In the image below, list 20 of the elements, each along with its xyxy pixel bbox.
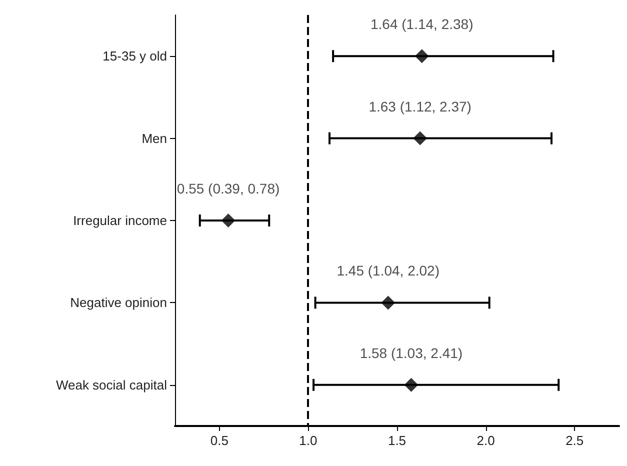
data-label: 1.63 (1.12, 2.37) (368, 98, 472, 114)
y-tick-label: 15-35 y old (102, 48, 167, 64)
point (414, 49, 429, 64)
y-tick-label: Weak social capital (56, 377, 168, 392)
x-tick-label: 0.5 (210, 433, 228, 448)
data-label: 1.58 (1.03, 2.41) (360, 344, 463, 361)
data-label: 0.55 (0.39, 0.78) (176, 180, 280, 196)
x-tick-label: 2.5 (566, 433, 584, 448)
point (404, 378, 418, 392)
x-tick-label: 1.0 (299, 433, 318, 448)
data-label: 1.45 (1.04, 2.02) (336, 262, 440, 279)
point (413, 131, 428, 146)
y-tick-label: Men (142, 130, 167, 146)
x-tick-label: 2.0 (476, 433, 495, 448)
y-tick-label: Negative opinion (70, 295, 167, 310)
point (381, 296, 396, 310)
x-tick-label: 1.5 (388, 433, 406, 448)
point (221, 214, 236, 228)
data-label: 1.64 (1.14, 2.38) (370, 16, 474, 32)
y-tick-label: Irregular income (73, 213, 167, 228)
